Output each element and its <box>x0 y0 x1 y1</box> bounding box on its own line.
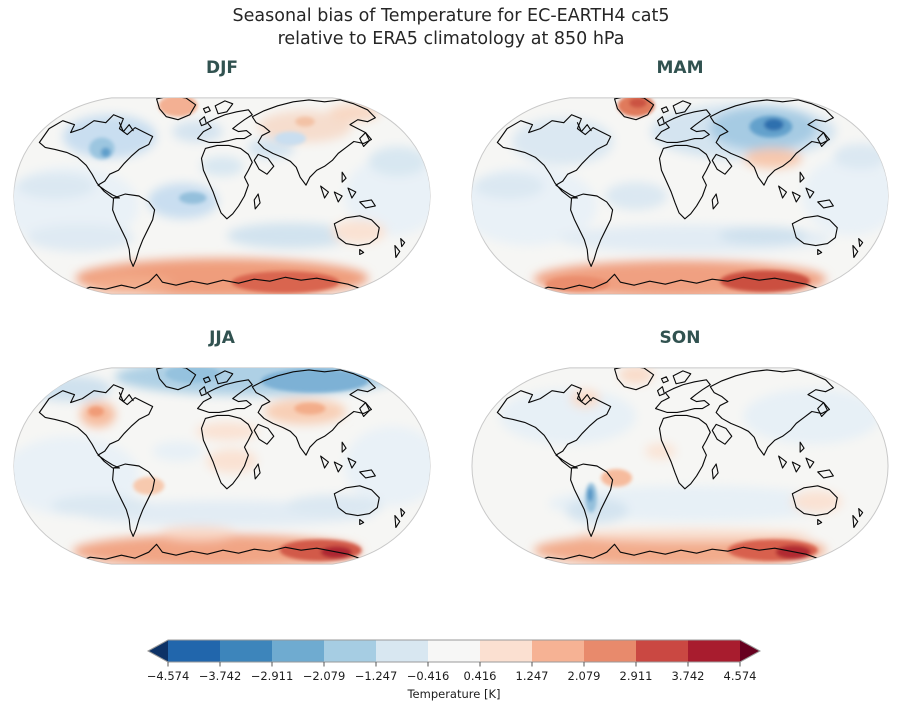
colorbar-tick: 4.574 <box>723 669 757 683</box>
colorbar-tick: 0.416 <box>463 669 497 683</box>
panel-title-djf: DJF <box>205 58 239 78</box>
panel-title-jja: JJA <box>209 328 235 348</box>
figure-title-line2: relative to ERA5 climatology at 850 hPa <box>277 29 625 49</box>
figure-title: Seasonal bias of Temperature for EC-EART… <box>0 5 902 51</box>
colorbar-tick: −2.911 <box>250 669 294 683</box>
colorbar-tick: −0.416 <box>406 669 450 683</box>
colorbar-bar <box>146 639 762 667</box>
map-son <box>471 367 889 565</box>
colorbar-tick: 1.247 <box>515 669 549 683</box>
colorbar-axis-label: Temperature [K] <box>407 687 501 701</box>
map-djf <box>13 97 431 295</box>
colorbar: −4.574 −3.742 −2.911 −2.079 −1.247 −0.416 0.41… <box>146 639 762 701</box>
colorbar-tick: 2.079 <box>567 669 601 683</box>
panel-mam: MAM <box>470 56 890 305</box>
colorbar-tick: 2.911 <box>619 669 653 683</box>
panel-djf: DJF <box>12 56 432 305</box>
colorbar-tick: −4.574 <box>146 669 190 683</box>
panel-jja: JJA <box>12 326 432 575</box>
colorbar-tick: −2.079 <box>302 669 346 683</box>
figure-title-line1: Seasonal bias of Temperature for EC-EART… <box>232 6 670 26</box>
colorbar-tick: −3.742 <box>198 669 242 683</box>
panel-son: SON <box>470 326 890 575</box>
panel-title-mam: MAM <box>656 58 704 78</box>
panel-title-son: SON <box>659 328 701 348</box>
map-jja <box>13 367 431 565</box>
colorbar-tick: −1.247 <box>354 669 398 683</box>
colorbar-tick-labels: −4.574 −3.742 −2.911 −2.079 −1.247 −0.416 0.41… <box>146 669 760 685</box>
colorbar-tick: 3.742 <box>671 669 705 683</box>
map-mam <box>471 97 889 295</box>
